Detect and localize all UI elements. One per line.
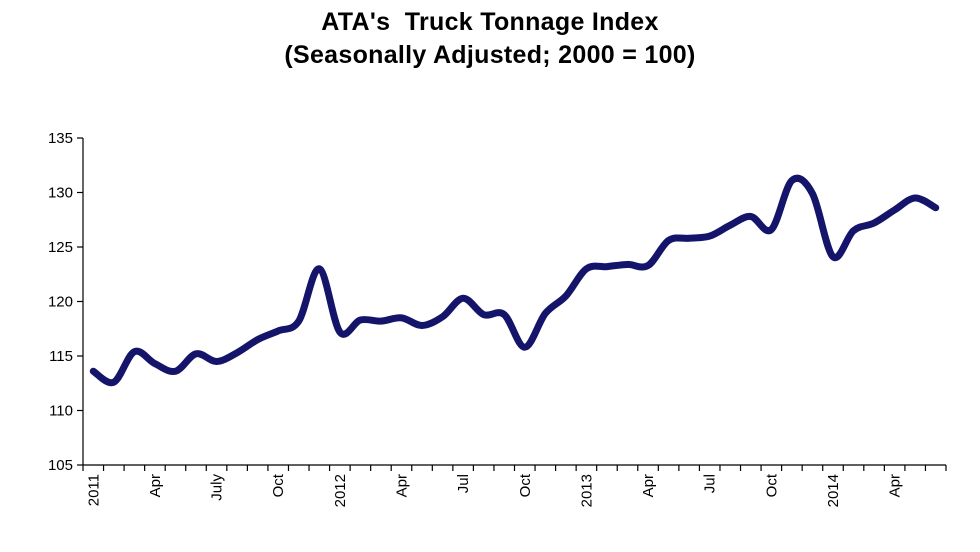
y-tick-label-105: 105 bbox=[48, 457, 73, 474]
y-tick-label-115: 115 bbox=[49, 348, 73, 365]
y-tick-label-120: 120 bbox=[48, 294, 73, 311]
x-tick-label-5: Apr bbox=[393, 474, 410, 497]
x-tick-label-1: Apr bbox=[147, 474, 164, 497]
chart-title: ATA's Truck Tonnage Index bbox=[321, 8, 659, 36]
y-tick-label-130: 130 bbox=[48, 185, 73, 202]
x-tick-label-9: Apr bbox=[640, 474, 657, 497]
x-tick-label-13: Apr bbox=[887, 474, 904, 497]
x-tick-label-0: 2011 bbox=[85, 474, 102, 506]
chart-subtitle: (Seasonally Adjusted; 2000 = 100) bbox=[284, 41, 696, 69]
x-tick-label-3: Oct bbox=[270, 473, 287, 497]
y-tick-label-110: 110 bbox=[49, 403, 73, 420]
x-tick-label-11: Oct bbox=[763, 473, 780, 497]
x-tick-label-2: July bbox=[209, 474, 226, 501]
x-tick-label-7: Oct bbox=[517, 473, 534, 497]
y-tick-label-135: 135 bbox=[48, 130, 73, 147]
x-tick-label-6: Jul bbox=[455, 474, 472, 493]
x-tick-label-8: 2013 bbox=[578, 474, 595, 507]
y-tick-label-125: 125 bbox=[48, 239, 73, 256]
x-tick-label-4: 2012 bbox=[332, 474, 349, 507]
x-tick-label-12: 2014 bbox=[825, 474, 842, 507]
series-line bbox=[89, 174, 940, 387]
x-tick-label-10: Jul bbox=[702, 474, 719, 493]
